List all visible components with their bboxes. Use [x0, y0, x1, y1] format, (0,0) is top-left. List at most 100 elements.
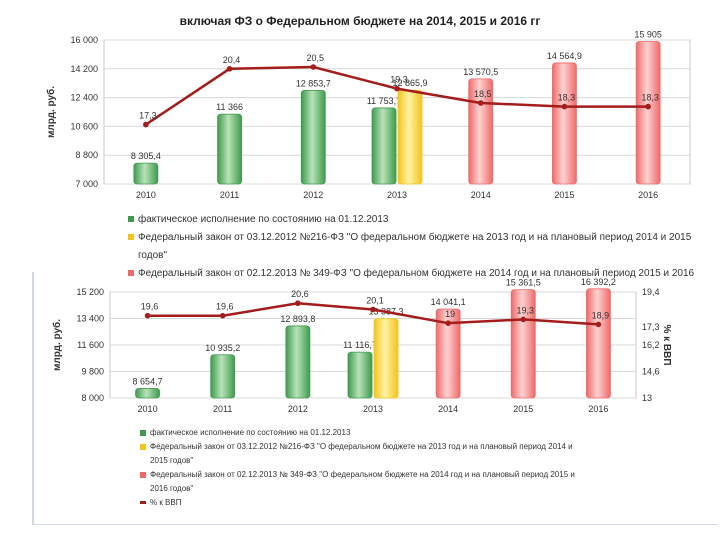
line-point	[595, 321, 602, 328]
line-point	[561, 103, 568, 110]
chart-title: включая ФЗ о Федеральном бюджете на 2014…	[179, 14, 541, 28]
bar-actual-2011	[217, 113, 242, 185]
legend-entry-actual: фактическое исполнение по состоянию на 0…	[128, 214, 388, 225]
line-point	[445, 320, 451, 326]
slide-bottom-rule	[32, 524, 718, 525]
line-point	[143, 121, 149, 128]
legend-swatch	[140, 471, 146, 478]
x-tick-label: 2015	[513, 404, 533, 414]
legend-text: фактическое исполнение по состоянию на 0…	[138, 214, 389, 225]
bar-value-label: 11 116,7	[343, 340, 377, 350]
legend-entry-law2013: Федеральный закон от 02.12.2013 № 349-ФЗ…	[140, 470, 575, 479]
bar-value-label: 14 564,9	[547, 51, 582, 61]
bar-actual-2010	[135, 387, 160, 399]
slide-left-rule	[32, 272, 34, 524]
line-point	[477, 100, 484, 106]
y-tick-label: 14 200	[70, 64, 98, 74]
legend-text: Федеральный закон от 03.12.2012 №216-ФЗ …	[138, 232, 692, 243]
bar-actual-2013	[371, 107, 397, 185]
bar-actual-2012	[285, 325, 311, 399]
legend-entry-law2013: Федеральный закон от 02.12.2013 № 349-ФЗ…	[128, 268, 694, 279]
line-value-label: 18,3	[558, 93, 576, 103]
legend-text: Федеральный закон от 02.12.2013 № 349-ФЗ…	[138, 268, 695, 279]
legend-text: годов"	[138, 250, 168, 261]
line-value-label: 19,3	[517, 305, 535, 315]
bar-law2013-2015	[510, 289, 536, 399]
x-tick-label: 2016	[638, 190, 658, 200]
bar-value-label: 14 041,1	[431, 297, 466, 307]
x-tick-label: 2014	[471, 190, 491, 200]
line-value-label: 18,5	[474, 89, 492, 99]
bar-value-label: 15 361,5	[506, 278, 541, 288]
line-point	[144, 312, 151, 319]
bar-value-label: 10 935,2	[205, 343, 240, 353]
line-value-label: 20,6	[291, 289, 309, 299]
x-tick-label: 2011	[220, 190, 239, 200]
x-tick-label: 2011	[213, 404, 232, 414]
y-axis-label: млрд. руб.	[45, 86, 57, 138]
legend-entry-law2012_cont: 2015 годов"	[150, 456, 193, 465]
y-axis-label: млрд. руб.	[51, 319, 63, 371]
line-value-label: 19,6	[141, 302, 159, 312]
legend-entry-actual: фактическое исполнение по состоянию на 0…	[140, 428, 350, 437]
bar-value-label: 13 570,5	[463, 67, 498, 77]
legend-swatch	[140, 429, 146, 436]
y-tick-label: 11 600	[77, 340, 104, 350]
line-value-label: 17,3	[139, 111, 157, 121]
line-value-label: 20,4	[223, 55, 241, 65]
line-point	[370, 306, 376, 313]
x-tick-label: 2013	[363, 404, 383, 414]
y-tick-label: 7 000	[75, 179, 98, 189]
legend-swatch	[128, 216, 134, 223]
bar-actual-2012	[300, 89, 326, 185]
bar-value-label: 16 392,2	[581, 277, 616, 287]
bar-law2013-2014	[468, 78, 494, 185]
bar-law2013-2016	[586, 288, 611, 399]
legend-entry-law2013_cont: 2016 годов"	[150, 484, 193, 493]
legend-text: 2016 годов"	[150, 484, 194, 493]
line-value-label: 20,5	[307, 53, 325, 63]
bar-value-label: 12 865,9	[392, 78, 427, 88]
bar-law2013-2015	[552, 62, 577, 185]
line-value-label: 19	[445, 309, 455, 319]
bar-law2013-2016	[635, 41, 661, 185]
line-value-label: 20,1	[366, 295, 384, 305]
legend-entry-law2012_cont: годов"	[138, 250, 167, 261]
bar-value-label: 11 366	[216, 102, 243, 112]
legend-text: 2015 годов"	[150, 456, 194, 465]
y2-tick-label: 13	[642, 393, 652, 403]
line-value-label: 19,6	[216, 302, 234, 312]
bar-law2013-2014	[435, 308, 461, 399]
line-point	[520, 316, 527, 323]
legend-text: % к ВВП	[150, 498, 182, 507]
bar-value-label: 8 654,7	[133, 376, 163, 386]
line-point	[310, 64, 317, 70]
x-tick-label: 2010	[136, 190, 156, 200]
legend-entry-law2012: Федеральный закон от 03.12.2012 №216-ФЗ …	[128, 232, 691, 243]
y-tick-label: 13 400	[76, 314, 104, 324]
bar-value-label: 15 905	[634, 30, 662, 40]
legend-text: фактическое исполнение по состоянию на 0…	[150, 428, 351, 437]
y2-tick-label: 14,6	[642, 367, 660, 377]
line-point	[226, 66, 233, 72]
y2-axis-label: % к ВВП	[661, 324, 672, 365]
y-tick-label: 12 400	[70, 93, 98, 103]
line-point	[394, 85, 400, 92]
line-point	[219, 312, 226, 319]
line-point	[645, 103, 651, 110]
legend-swatch	[128, 234, 134, 241]
legend-swatch	[140, 501, 146, 505]
line-point	[295, 300, 301, 307]
y2-tick-label: 16,2	[642, 340, 660, 350]
y-tick-label: 9 800	[81, 367, 104, 377]
bar-law2012-2013	[373, 318, 399, 399]
x-tick-label: 2013	[387, 190, 407, 200]
x-tick-label: 2014	[438, 404, 458, 414]
legend-text: Федеральный закон от 03.12.2012 №216-ФЗ …	[150, 442, 573, 451]
y2-tick-label: 19,4	[642, 287, 660, 297]
legend-text: Федеральный закон от 02.12.2013 № 349-ФЗ…	[150, 470, 575, 479]
y-tick-label: 8 000	[81, 393, 104, 403]
bar-actual-2010	[133, 162, 159, 185]
x-tick-label: 2016	[588, 404, 608, 414]
